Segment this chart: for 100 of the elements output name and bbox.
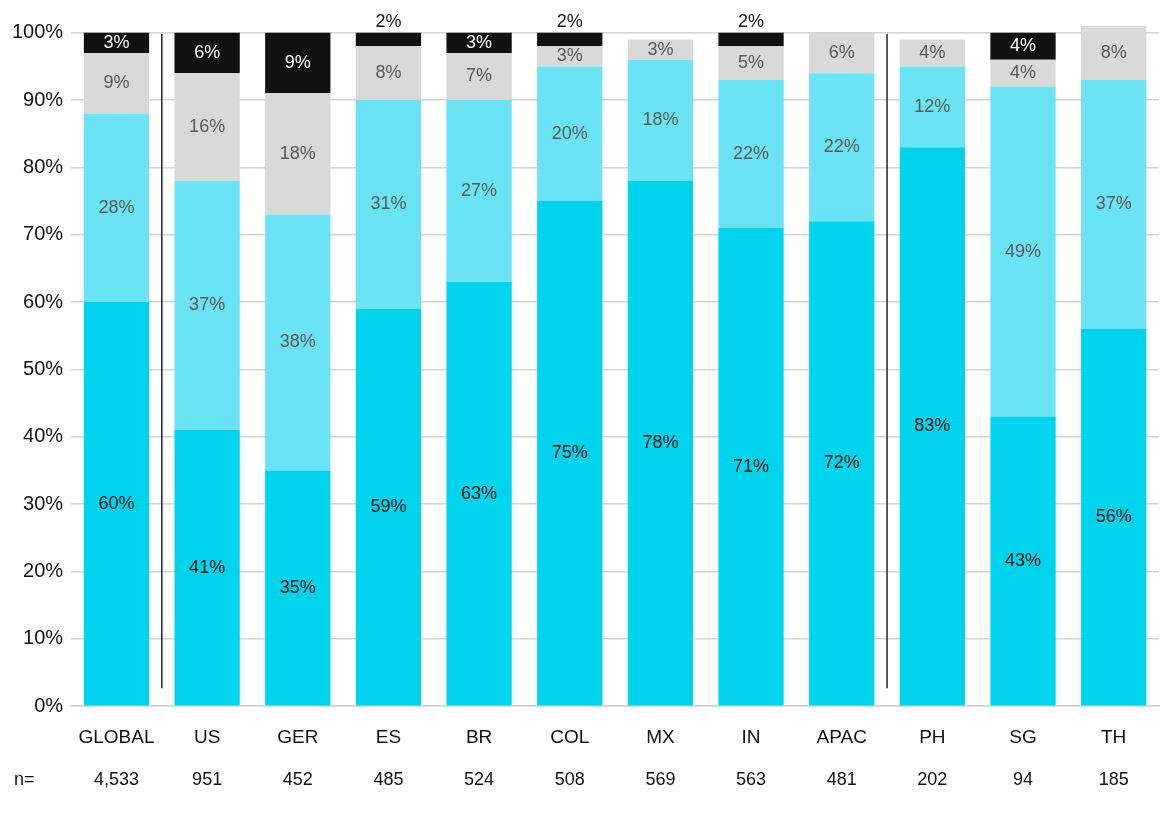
- bar: [990, 59, 1056, 87]
- bar: [355, 32, 422, 47]
- data-label: 5%: [738, 52, 765, 73]
- data-label: 2%: [556, 10, 583, 31]
- data-label: 38%: [279, 331, 316, 352]
- data-label: 8%: [375, 62, 402, 83]
- data-label: 35%: [279, 576, 316, 597]
- data-label: 3%: [556, 45, 583, 66]
- x-tick-label: IN: [741, 725, 761, 747]
- text: 4,533: [93, 769, 139, 790]
- bar: [809, 221, 875, 706]
- data-label: 9%: [103, 72, 130, 93]
- bar: [718, 228, 784, 706]
- data-label: 20%: [551, 122, 588, 143]
- data-label: 3%: [103, 31, 130, 52]
- data-label: 4%: [1010, 62, 1037, 83]
- bar: [446, 281, 512, 706]
- bar: [174, 180, 240, 431]
- bar: [990, 86, 1056, 417]
- bar: [627, 180, 694, 706]
- data-label: 83%: [914, 415, 951, 436]
- bar: [265, 32, 331, 94]
- data-label: 37%: [1095, 193, 1132, 214]
- text: 569: [645, 769, 676, 790]
- data-label: 2%: [738, 10, 765, 31]
- data-label: 43%: [1005, 550, 1042, 570]
- data-label: 78%: [642, 432, 679, 453]
- y-tick-label: 100%: [12, 20, 64, 43]
- bar: [265, 470, 331, 706]
- text: 485: [373, 769, 404, 790]
- y-tick-label: 40%: [23, 424, 64, 447]
- data-label: 3%: [647, 38, 674, 59]
- bar: [174, 32, 240, 74]
- bar: [899, 147, 965, 706]
- data-label: 27%: [461, 179, 498, 200]
- bar: [174, 430, 240, 706]
- x-tick-label: PH: [919, 725, 946, 747]
- y-tick-label: 50%: [23, 356, 64, 379]
- data-label: 6%: [194, 41, 221, 62]
- y-tick-label: 80%: [23, 154, 64, 177]
- x-tick-label: SG: [1009, 725, 1037, 747]
- bar: [265, 214, 331, 471]
- data-label: 60%: [98, 492, 135, 513]
- data-label: 37%: [189, 294, 226, 315]
- text: 94: [1013, 769, 1034, 790]
- data-label: 41%: [189, 556, 226, 577]
- x-tick-label: GER: [277, 725, 319, 747]
- y-tick-label: 30%: [23, 491, 64, 514]
- text: 202: [917, 769, 948, 790]
- text: 508: [554, 769, 585, 790]
- bar: [718, 32, 784, 47]
- data-label: 7%: [466, 65, 493, 86]
- data-label: 63%: [461, 482, 498, 503]
- bar: [355, 100, 422, 309]
- data-label: 31%: [370, 193, 407, 214]
- bar: [537, 201, 603, 706]
- y-tick-label: 10%: [23, 626, 64, 649]
- bar: [899, 39, 965, 67]
- text: 481: [826, 769, 857, 790]
- data-label: 4%: [1010, 35, 1037, 56]
- bar: [899, 66, 965, 148]
- bar: [355, 308, 422, 706]
- bar: [537, 66, 603, 202]
- bar: [83, 302, 150, 706]
- x-tick-label: MX: [646, 725, 675, 747]
- data-label: 3%: [466, 31, 493, 52]
- text: 563: [736, 769, 767, 790]
- data-label: 16%: [189, 115, 226, 136]
- bar: [627, 59, 694, 181]
- y-tick-label: 90%: [23, 87, 64, 110]
- data-label: 8%: [1100, 41, 1127, 62]
- x-tick-label: APAC: [816, 725, 867, 747]
- bar: [446, 100, 512, 282]
- text: 951: [192, 769, 223, 790]
- data-label: 22%: [823, 136, 860, 157]
- data-label: 71%: [733, 455, 770, 476]
- bar: [718, 79, 784, 229]
- data-label: 56%: [1095, 506, 1132, 527]
- bar: [83, 113, 150, 303]
- y-tick-label: 20%: [23, 559, 64, 582]
- data-label: 12%: [914, 95, 951, 116]
- x-tick-label: US: [193, 725, 221, 747]
- x-tick-label: GLOBAL: [78, 725, 155, 747]
- data-label: 6%: [828, 41, 855, 62]
- bar: [990, 32, 1056, 60]
- data-label: 2%: [375, 10, 402, 31]
- data-label: 9%: [284, 52, 311, 73]
- bar: [990, 416, 1056, 706]
- data-label: 72%: [823, 452, 860, 473]
- bar: [1081, 79, 1147, 330]
- y-tick-label: 60%: [23, 289, 64, 312]
- bar: [537, 32, 603, 47]
- data-label: 28%: [98, 196, 135, 217]
- bar: [809, 73, 875, 222]
- data-label: 4%: [919, 41, 946, 62]
- text: 524: [464, 769, 495, 790]
- data-label: 59%: [370, 496, 407, 517]
- data-label: 75%: [551, 442, 588, 463]
- text: n=: [14, 769, 35, 790]
- data-label: 22%: [733, 142, 770, 163]
